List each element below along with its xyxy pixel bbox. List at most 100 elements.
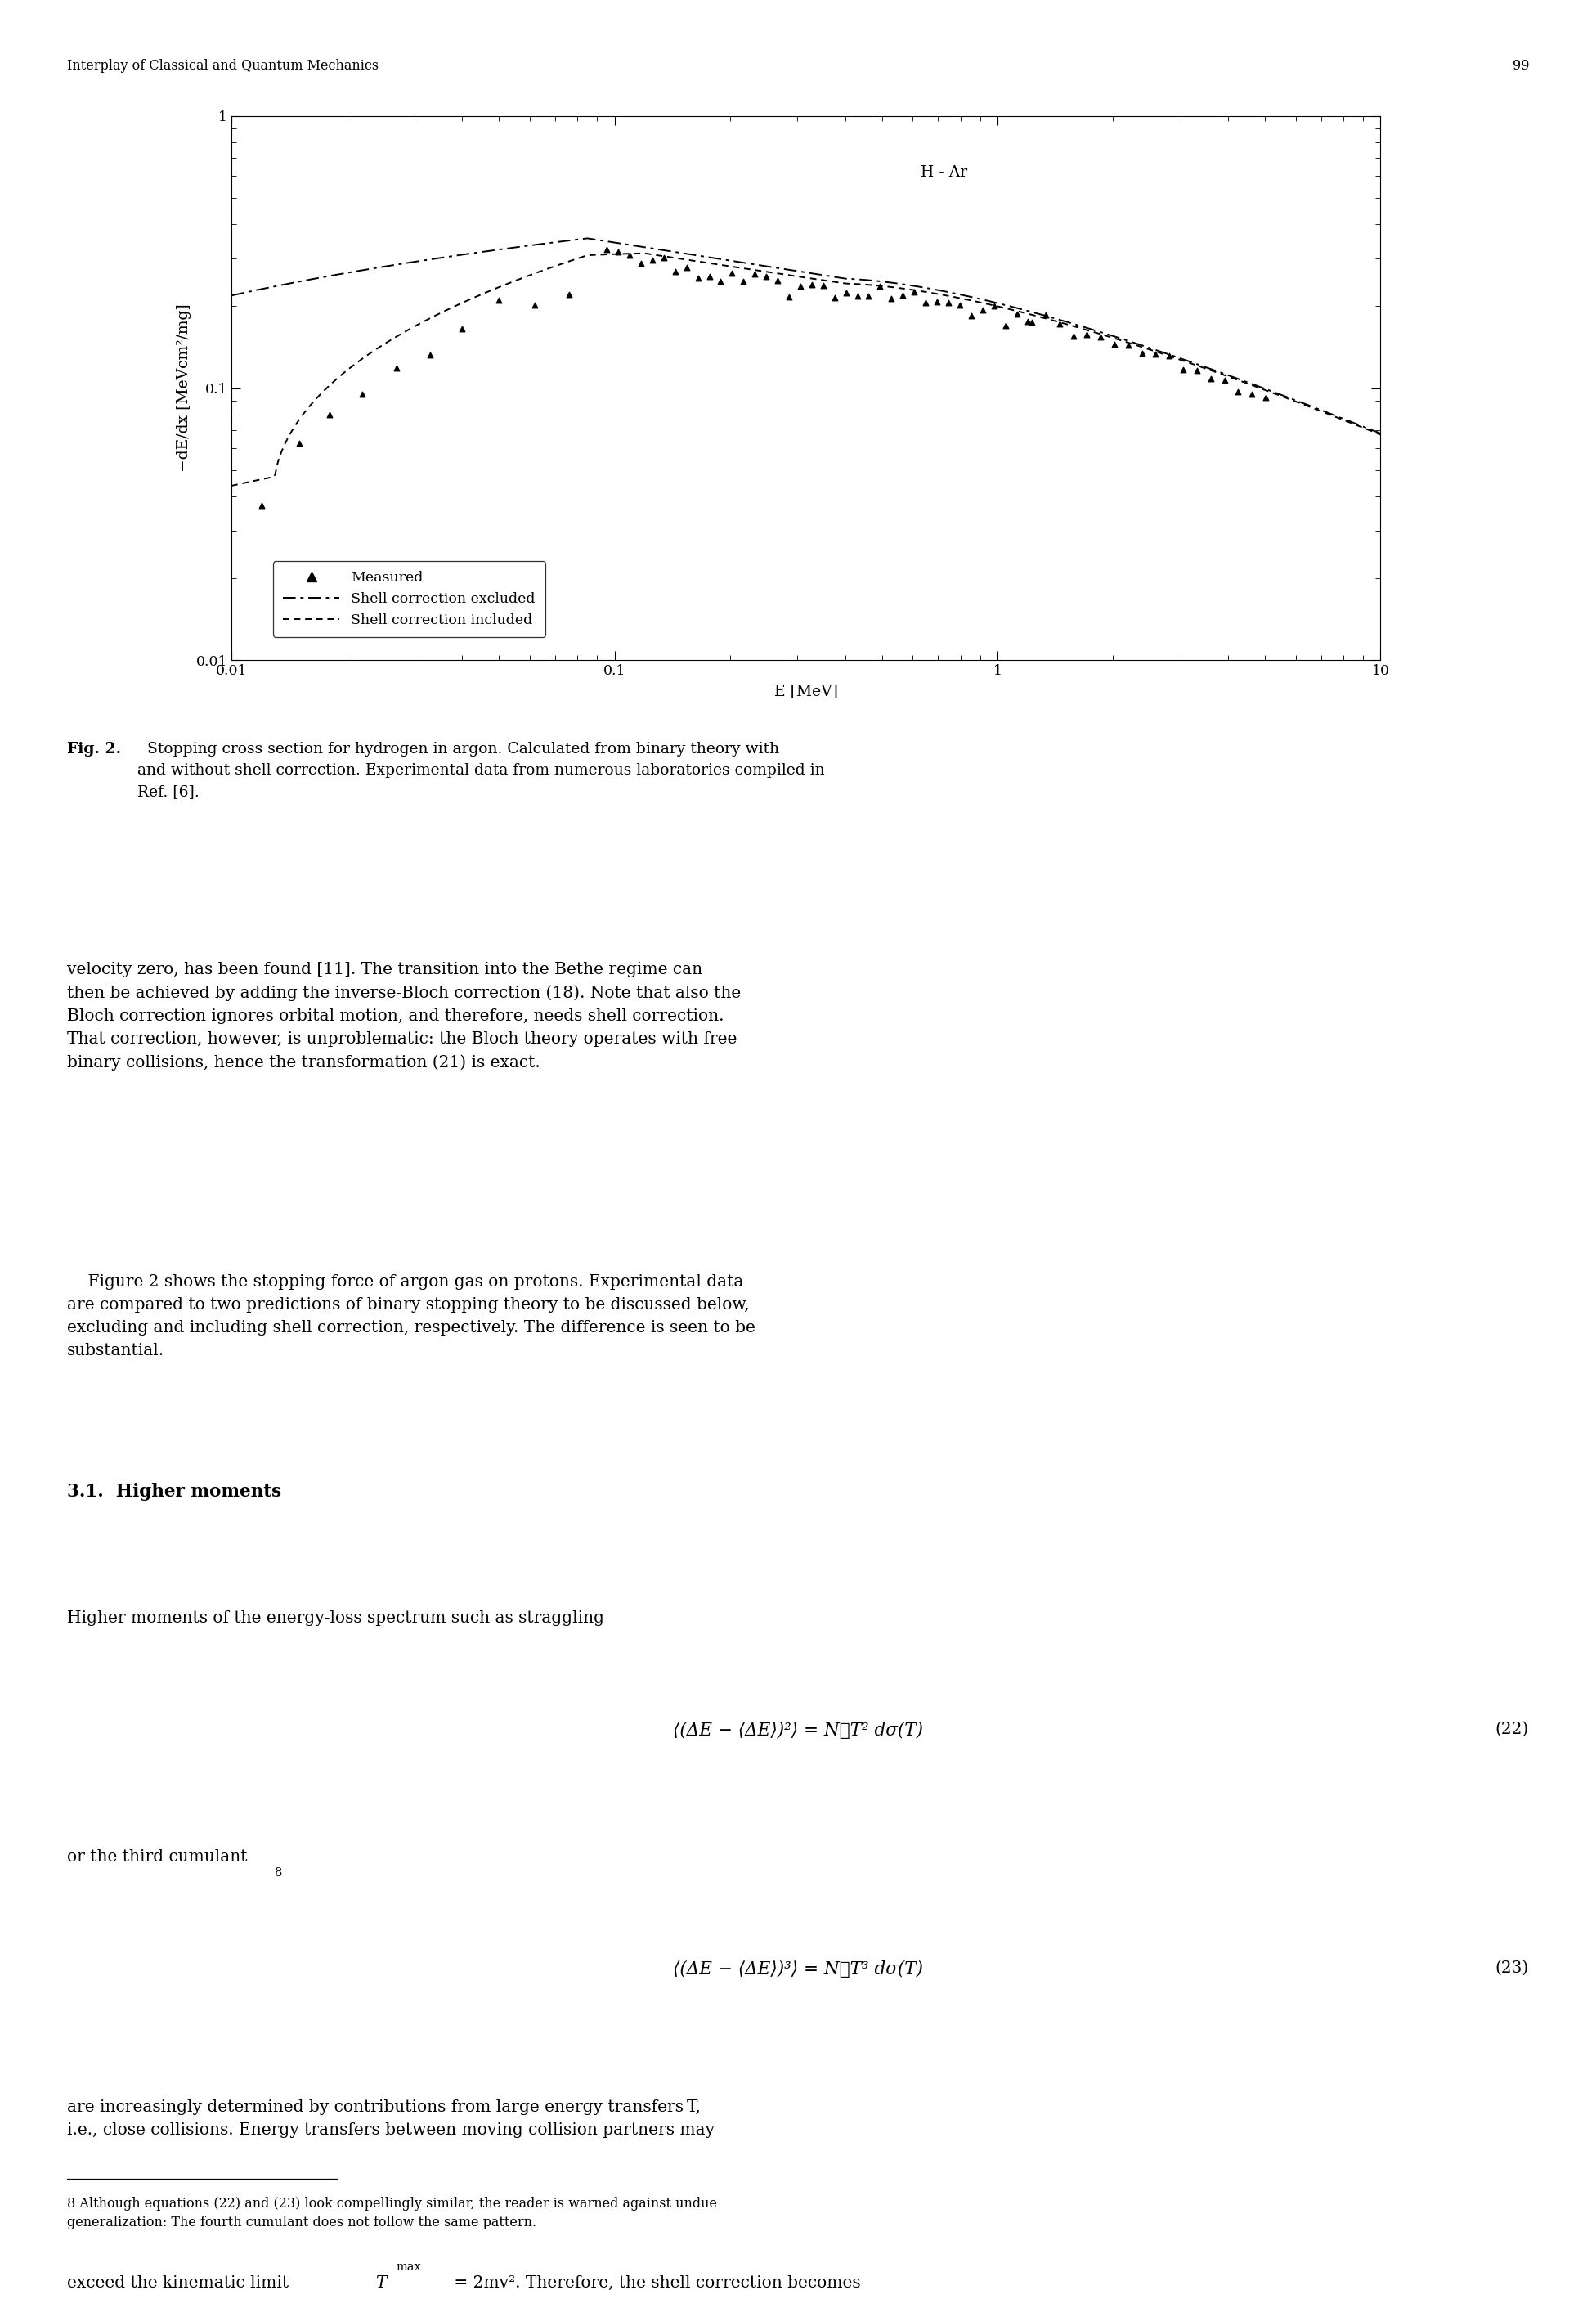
Measured xyxy=(487,283,512,320)
Measured xyxy=(753,257,779,294)
Text: T: T xyxy=(375,2275,386,2292)
Measured xyxy=(1015,304,1041,341)
Measured xyxy=(811,266,836,304)
Shell correction included xyxy=(967,287,986,315)
Measured xyxy=(891,278,916,315)
Measured xyxy=(970,292,996,329)
Text: = 2mv². Therefore, the shell correction becomes: = 2mv². Therefore, the shell correction … xyxy=(448,2275,860,2292)
Measured xyxy=(1033,297,1058,334)
Measured xyxy=(787,266,812,304)
Text: Fig. 2.: Fig. 2. xyxy=(67,741,121,755)
Measured xyxy=(1199,359,1224,396)
Line: Shell correction included: Shell correction included xyxy=(231,253,1400,487)
Measured xyxy=(731,262,757,299)
Text: 3.1.  Higher moments: 3.1. Higher moments xyxy=(67,1483,281,1501)
Measured xyxy=(316,396,342,433)
Measured xyxy=(385,350,410,387)
Text: H - Ar: H - Ar xyxy=(921,165,967,181)
Shell correction excluded xyxy=(578,225,597,253)
Measured xyxy=(1226,373,1251,410)
Y-axis label: −dE/dx [MeVcm²/mg]: −dE/dx [MeVcm²/mg] xyxy=(177,304,192,473)
Measured xyxy=(764,262,790,299)
Text: ⟨(ΔE − ⟨ΔE⟩)²⟩ = N∯T² dσ(T): ⟨(ΔE − ⟨ΔE⟩)²⟩ = N∯T² dσ(T) xyxy=(674,1722,922,1740)
Text: Stopping cross section for hydrogen in argon. Calculated from binary theory with: Stopping cross section for hydrogen in a… xyxy=(137,741,825,799)
Text: 99: 99 xyxy=(1511,60,1529,74)
Measured xyxy=(651,239,677,276)
Measured xyxy=(993,308,1018,345)
Text: 8 Although equations (22) and (23) look compellingly similar, the reader is warn: 8 Although equations (22) and (23) look … xyxy=(67,2197,717,2229)
Shell correction excluded xyxy=(902,271,921,299)
Shell correction excluded xyxy=(1229,366,1248,394)
Shell correction included xyxy=(1109,327,1128,355)
Measured xyxy=(1170,352,1195,389)
Shell correction excluded xyxy=(967,285,986,313)
Measured xyxy=(1074,317,1100,355)
Measured xyxy=(902,273,927,310)
Text: ⟨(ΔE − ⟨ΔE⟩)³⟩ = N∯T³ dσ(T): ⟨(ΔE − ⟨ΔE⟩)³⟩ = N∯T³ dσ(T) xyxy=(674,1960,922,1979)
Measured xyxy=(249,487,275,524)
Measured xyxy=(555,276,581,313)
Text: or the third cumulant: or the third cumulant xyxy=(67,1849,247,1865)
Measured xyxy=(629,246,654,283)
Measured xyxy=(1128,334,1154,371)
Text: (22): (22) xyxy=(1495,1722,1529,1738)
Measured xyxy=(822,278,847,315)
Measured xyxy=(1060,317,1085,355)
Shell correction included xyxy=(222,473,241,500)
Measured xyxy=(720,255,745,292)
Shell correction included xyxy=(634,239,653,266)
Shell correction included xyxy=(932,280,951,308)
Shell correction included xyxy=(294,401,313,429)
Measured xyxy=(522,287,547,324)
Measured xyxy=(742,255,768,292)
Measured xyxy=(982,287,1007,324)
Text: velocity zero, has been found [11]. The transition into the Bethe regime can
the: velocity zero, has been found [11]. The … xyxy=(67,962,741,1070)
Measured xyxy=(417,336,442,373)
Measured xyxy=(1157,338,1183,375)
Text: max: max xyxy=(396,2261,421,2273)
Shell correction excluded xyxy=(1109,324,1128,352)
Measured xyxy=(1047,306,1073,343)
Measured xyxy=(1116,327,1141,364)
Measured xyxy=(1101,327,1127,364)
Shell correction included xyxy=(1390,429,1409,456)
Measured xyxy=(1020,304,1045,341)
Measured xyxy=(685,260,710,297)
Measured xyxy=(1253,378,1278,415)
Shell correction excluded xyxy=(294,266,313,294)
Measured xyxy=(1184,352,1210,389)
Measured xyxy=(1211,361,1237,399)
Measured xyxy=(286,424,311,461)
Text: exceed the kinematic limit: exceed the kinematic limit xyxy=(67,2275,294,2292)
Line: Shell correction excluded: Shell correction excluded xyxy=(231,239,1400,440)
Text: Higher moments of the energy-loss spectrum such as straggling: Higher moments of the energy-loss spectr… xyxy=(67,1610,605,1627)
X-axis label: E [MeV]: E [MeV] xyxy=(774,684,838,700)
Measured xyxy=(448,310,474,348)
Measured xyxy=(594,232,619,269)
Measured xyxy=(1143,336,1168,373)
Text: 8: 8 xyxy=(275,1868,282,1879)
Measured xyxy=(776,278,801,315)
Measured xyxy=(1238,375,1264,412)
Shell correction included xyxy=(902,276,921,304)
Measured xyxy=(709,264,734,301)
Shell correction excluded xyxy=(1390,426,1409,454)
Measured xyxy=(879,280,905,317)
Legend: Measured, Shell correction excluded, Shell correction included: Measured, Shell correction excluded, She… xyxy=(273,561,546,637)
Text: Figure 2 shows the stopping force of argon gas on protons. Experimental data
are: Figure 2 shows the stopping force of arg… xyxy=(67,1274,755,1358)
Measured xyxy=(844,278,870,315)
Text: Interplay of Classical and Quantum Mechanics: Interplay of Classical and Quantum Mecha… xyxy=(67,60,378,74)
Measured xyxy=(833,273,859,310)
Measured xyxy=(959,297,985,334)
Measured xyxy=(662,253,688,290)
Measured xyxy=(924,283,950,320)
Measured xyxy=(800,266,825,304)
Measured xyxy=(616,236,642,273)
Shell correction excluded xyxy=(932,278,951,306)
Measured xyxy=(867,269,892,306)
Shell correction excluded xyxy=(222,283,241,310)
Measured xyxy=(913,285,938,322)
Measured xyxy=(1088,317,1114,355)
Shell correction included xyxy=(1229,366,1248,394)
Text: are increasingly determined by contributions from large energy transfers T,
i.e.: are increasingly determined by contribut… xyxy=(67,2099,715,2139)
